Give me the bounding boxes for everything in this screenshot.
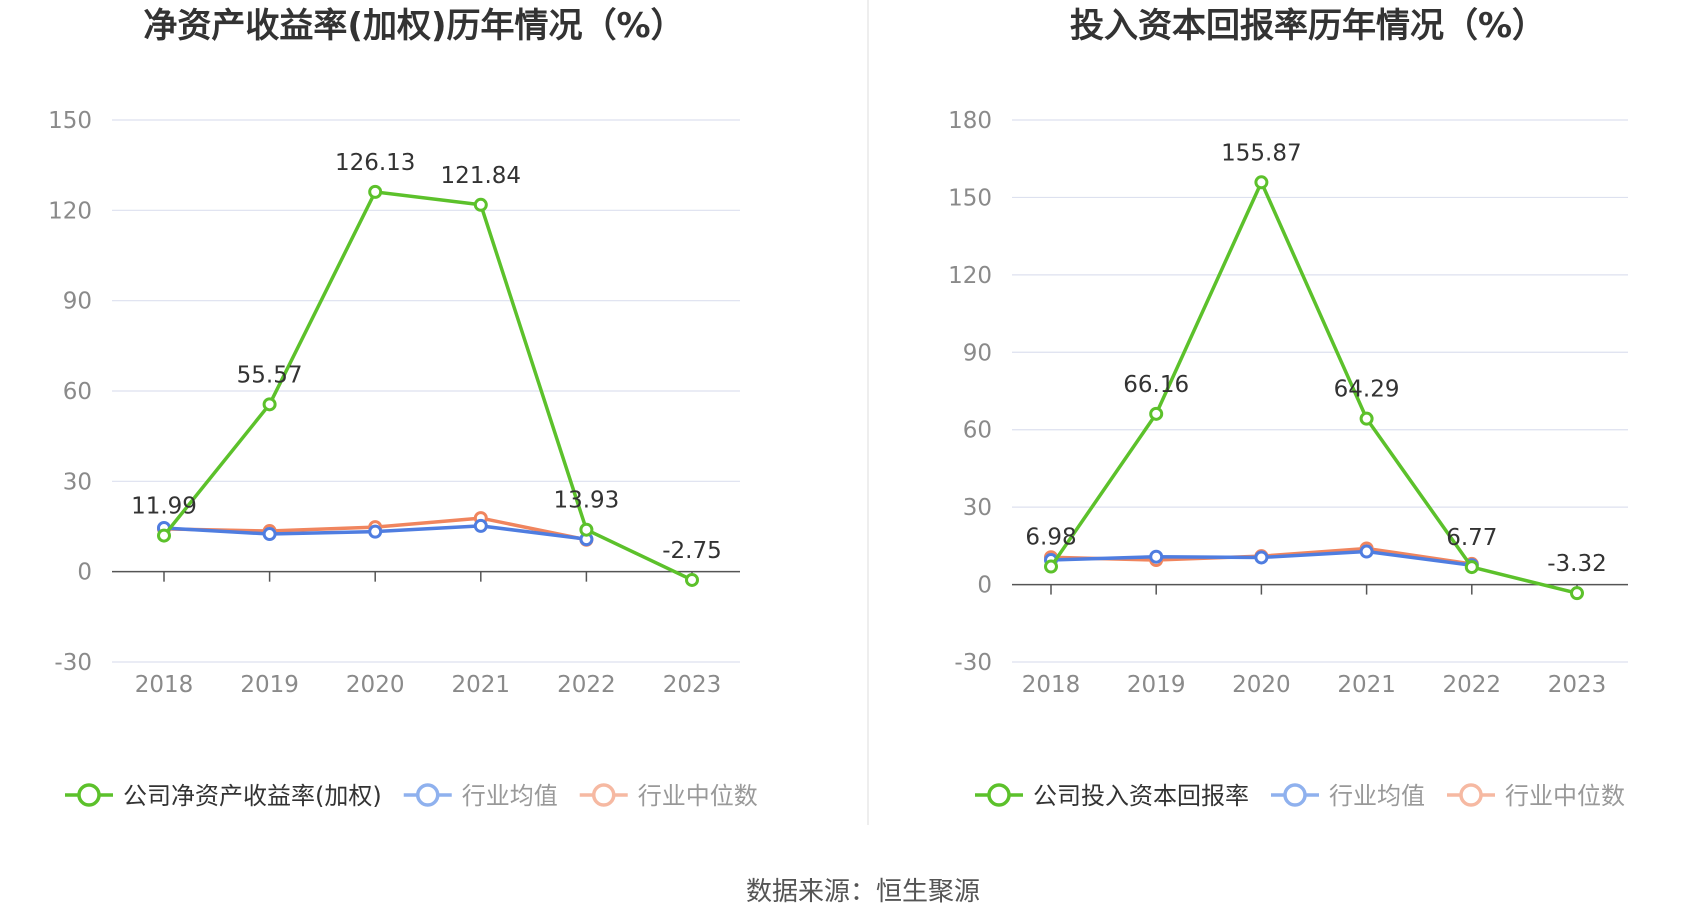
roic-legend-label: 行业均值 bbox=[1329, 782, 1425, 810]
roic-ytick-label: 120 bbox=[948, 263, 992, 289]
roe-series-0-point bbox=[368, 184, 383, 199]
roic-ytick-label: 90 bbox=[963, 340, 992, 366]
roe-ytick-label: 30 bbox=[63, 469, 92, 495]
roe-series-0-point bbox=[473, 197, 488, 212]
data-source: 数据来源：恒生聚源 bbox=[746, 877, 980, 907]
roe-xtick-label: 2023 bbox=[663, 672, 722, 698]
roe-ytick-label: -30 bbox=[54, 650, 92, 676]
roe-legend-label: 公司净资产收益率(加权) bbox=[123, 782, 382, 810]
roic-series-0-point bbox=[1254, 175, 1269, 190]
roic-legend-marker bbox=[1283, 783, 1307, 807]
roic-xtick-label: 2022 bbox=[1443, 672, 1502, 698]
roic-series-1-point bbox=[1359, 544, 1374, 559]
roe-legend-label: 行业均值 bbox=[462, 782, 558, 810]
roic-xtick-label: 2020 bbox=[1232, 672, 1291, 698]
roic-legend-label: 行业中位数 bbox=[1505, 782, 1625, 810]
roe-legend-marker bbox=[77, 783, 101, 807]
roe-series-0-point bbox=[157, 528, 171, 543]
roe-series-1-point bbox=[473, 518, 488, 533]
roic-series-0-point bbox=[1359, 411, 1374, 426]
roic-legend-marker bbox=[987, 783, 1011, 807]
roe-data-label: 55.57 bbox=[237, 362, 303, 388]
roe-xtick-label: 2021 bbox=[452, 672, 511, 698]
roe-data-label: 126.13 bbox=[335, 150, 415, 176]
roic-xtick-label: 2018 bbox=[1022, 672, 1081, 698]
roic-series-0-point bbox=[1044, 559, 1058, 574]
roic-series-0-point bbox=[1570, 586, 1584, 601]
roe-data-label: 13.93 bbox=[553, 488, 619, 514]
roic-series-1-point bbox=[1149, 549, 1164, 564]
roic-data-label: -3.32 bbox=[1547, 551, 1607, 577]
roe-legend-marker bbox=[591, 783, 616, 807]
roic-series-1-point bbox=[1254, 550, 1269, 565]
roic-legend-marker bbox=[1459, 783, 1483, 807]
roic-chart-title: 投入资本回报率历年情况（%） bbox=[1070, 6, 1546, 46]
roe-xtick-label: 2022 bbox=[557, 672, 616, 698]
roe-ytick-label: 150 bbox=[48, 108, 92, 134]
roic-xtick-label: 2019 bbox=[1127, 672, 1186, 698]
roic-ytick-label: -30 bbox=[954, 650, 992, 676]
roe-xtick-label: 2020 bbox=[346, 672, 405, 698]
roe-chart: 净资产收益率(加权)历年情况（%） 150 120 90 60 30 0 -30 2018 20… bbox=[48, 6, 758, 810]
roic-data-label: 155.87 bbox=[1221, 140, 1301, 166]
roic-data-label: 64.29 bbox=[1334, 377, 1400, 403]
roic-series-0-line bbox=[1049, 180, 1578, 595]
roic-data-label: 6.77 bbox=[1446, 525, 1497, 551]
roe-ytick-label: 120 bbox=[48, 198, 92, 224]
roe-series-1-point bbox=[262, 527, 277, 542]
roic-series-0-point bbox=[1149, 406, 1164, 421]
roe-xtick-label: 2019 bbox=[240, 672, 299, 698]
roe-data-label: -2.75 bbox=[662, 538, 722, 564]
roe-series-1-point bbox=[368, 524, 383, 539]
roic-ytick-label: 30 bbox=[963, 495, 992, 521]
roe-data-label: 11.99 bbox=[131, 494, 197, 520]
roic-ytick-label: 0 bbox=[977, 573, 992, 599]
roe-series-0-point bbox=[579, 522, 594, 537]
roe-series-0-point bbox=[685, 572, 699, 587]
roe-series-0-point bbox=[262, 397, 277, 412]
roic-legend-label: 公司投入资本回报率 bbox=[1033, 782, 1249, 810]
roic-ytick-label: 60 bbox=[963, 418, 992, 444]
roic-ytick-label: 150 bbox=[948, 185, 992, 211]
roe-legend-marker bbox=[415, 783, 440, 807]
roe-series-0-line bbox=[162, 190, 693, 582]
roe-chart-title: 净资产收益率(加权)历年情况（%） bbox=[143, 6, 684, 46]
roe-legend-label: 行业中位数 bbox=[638, 782, 758, 810]
roic-chart: 投入资本回报率历年情况（%） 180 150 120 90 60 30 0 -30 2018 20… bbox=[948, 6, 1628, 810]
roe-ytick-label: 90 bbox=[63, 289, 92, 315]
roe-ytick-label: 0 bbox=[77, 560, 92, 586]
roic-series-0-point bbox=[1464, 560, 1479, 575]
roic-ytick-label: 180 bbox=[948, 108, 992, 134]
roe-xtick-label: 2018 bbox=[135, 672, 194, 698]
roic-data-label: 66.16 bbox=[1123, 372, 1189, 398]
roe-ytick-label: 60 bbox=[63, 379, 92, 405]
roe-data-label: 121.84 bbox=[441, 163, 521, 189]
roic-data-label: 6.98 bbox=[1025, 525, 1076, 551]
roic-xtick-label: 2023 bbox=[1548, 672, 1607, 698]
roic-xtick-label: 2021 bbox=[1337, 672, 1396, 698]
